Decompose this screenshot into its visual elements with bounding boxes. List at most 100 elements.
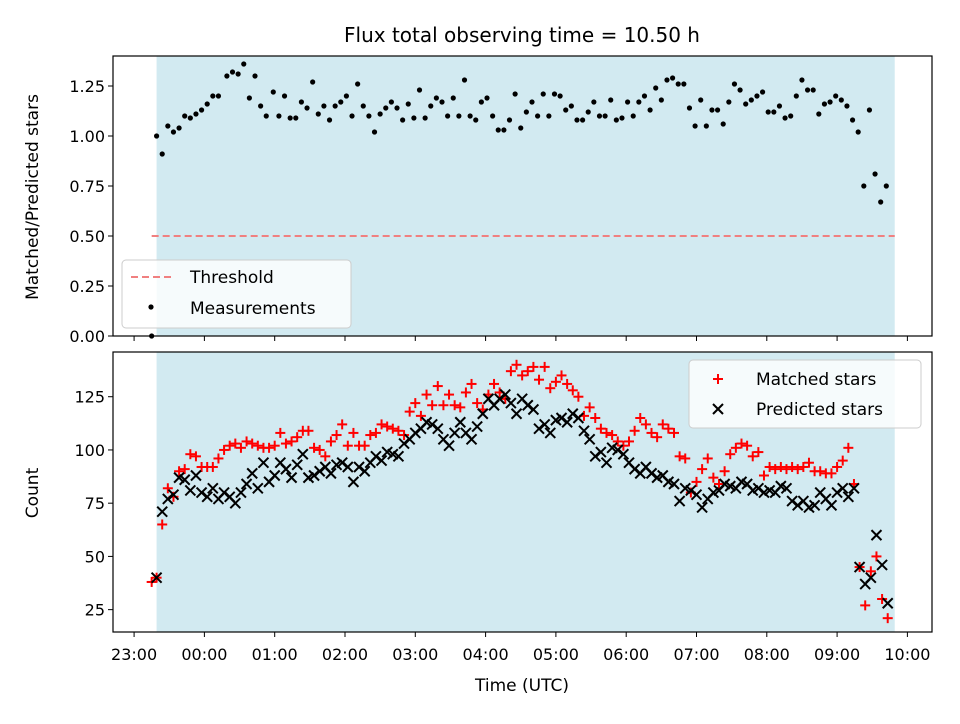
x-tick-label: 04:00 <box>463 645 509 664</box>
predicted-star-stroke-b <box>240 478 253 490</box>
predicted-star-stroke-b <box>347 476 360 488</box>
measurement-point <box>310 79 316 85</box>
measurement-point <box>872 171 878 177</box>
predicted-star-point <box>690 488 703 501</box>
matched-star-point <box>803 457 814 468</box>
matched-star-point <box>337 419 348 430</box>
predicted-star-stroke-b <box>842 491 855 503</box>
matched-star-point <box>359 440 370 451</box>
predicted-star-stroke-b <box>763 484 776 497</box>
predicted-star-point <box>156 505 168 518</box>
measurement-point <box>281 93 288 99</box>
matched-star-point <box>567 385 578 396</box>
measurement-point <box>681 81 687 87</box>
measurement-point <box>394 105 400 111</box>
predicted-star-stroke-b <box>780 482 793 494</box>
measurement-point <box>788 113 794 119</box>
measurement-point <box>518 125 524 131</box>
predicted-star-stroke-b <box>392 450 405 463</box>
y-tick-label: 0.00 <box>69 327 105 346</box>
matched-star-point <box>635 413 646 424</box>
matched-star-point <box>427 400 438 411</box>
predicted-star-stroke-b <box>280 463 292 475</box>
measurement-point <box>355 81 361 87</box>
measurement-point <box>326 117 333 123</box>
matched-star-point <box>787 461 798 472</box>
measurement-point <box>439 99 445 105</box>
measurement-point <box>405 101 411 107</box>
measurement-point <box>433 95 439 101</box>
matched-star-point <box>219 444 230 455</box>
x-tick-label: 07:00 <box>673 645 719 664</box>
matched-star-point <box>230 438 241 449</box>
matched-star-point <box>595 423 606 434</box>
predicted-star-stroke-b <box>657 469 669 482</box>
matched-star-point <box>573 391 584 402</box>
legend-box <box>121 259 352 329</box>
measurement-point <box>276 113 282 119</box>
measurement-point <box>821 101 828 107</box>
measurement-point <box>187 115 193 121</box>
matched-star-point <box>691 476 702 487</box>
predicted-star-point <box>505 397 517 409</box>
predicted-star-point <box>167 488 180 501</box>
x-axis-label: Time (UTC) <box>474 676 569 696</box>
measurement-point <box>377 111 383 117</box>
matched-star-point <box>882 613 893 624</box>
predicted-star-point <box>578 425 590 437</box>
predicted-star-stroke-b <box>797 495 810 507</box>
predicted-star-stroke-b <box>865 571 877 584</box>
measurement-point <box>833 93 839 99</box>
measurement-point <box>246 95 252 101</box>
predicted-star-point <box>499 388 511 401</box>
measurement-point <box>771 109 777 115</box>
measurement-point <box>366 113 372 119</box>
matched-star-point <box>781 464 792 475</box>
matched-star-point <box>241 436 252 447</box>
predicted-star-stroke-b <box>471 420 483 433</box>
measurement-point <box>591 99 597 105</box>
predicted-star-stroke-b <box>561 416 573 428</box>
matched-star-point <box>668 427 679 438</box>
predicted-star-point <box>808 499 821 512</box>
matched-star-point <box>719 466 730 477</box>
measurement-point <box>512 91 518 97</box>
predicted-star-stroke-b <box>167 488 180 501</box>
measurement-point <box>580 117 586 123</box>
measurement-point <box>210 93 216 99</box>
measurement-point <box>765 109 771 115</box>
measurement-point <box>686 105 693 111</box>
matched-star-point <box>612 436 623 447</box>
measurement-point <box>229 69 236 75</box>
predicted-star-stroke-b <box>696 501 708 514</box>
measurement-point <box>624 99 631 105</box>
predicted-star-stroke-b <box>173 471 185 484</box>
predicted-star-point <box>207 482 219 494</box>
y-tick-label: 1.00 <box>69 127 105 146</box>
measurement-point <box>349 113 355 119</box>
measurement-point <box>338 99 344 105</box>
y-tick-label: 100 <box>74 441 105 460</box>
measurement-point <box>675 81 681 87</box>
predicted-star-point <box>297 448 309 460</box>
measurement-point <box>703 123 709 129</box>
matched-star-point <box>736 438 747 449</box>
predicted-star-stroke-b <box>870 529 883 541</box>
matched-star-point <box>387 423 398 434</box>
predicted-star-stroke-b <box>420 416 433 428</box>
matched-star-point <box>640 419 651 430</box>
measurement-point <box>540 91 546 97</box>
predicted-star-point <box>465 433 478 446</box>
matched-star-point <box>432 381 443 392</box>
predicted-star-stroke-b <box>381 446 393 458</box>
matched-star-point <box>511 359 522 370</box>
matched-star-point <box>775 461 786 472</box>
x-tick-label: 03:00 <box>392 645 438 664</box>
predicted-star-point <box>392 450 405 463</box>
predicted-star-point <box>184 484 197 497</box>
predicted-star-stroke-b <box>814 486 826 499</box>
y-tick-label: 0.50 <box>69 227 105 246</box>
predicted-star-stroke-b <box>837 482 849 494</box>
matched-star-point <box>269 440 280 451</box>
matched-star-point <box>590 413 601 424</box>
